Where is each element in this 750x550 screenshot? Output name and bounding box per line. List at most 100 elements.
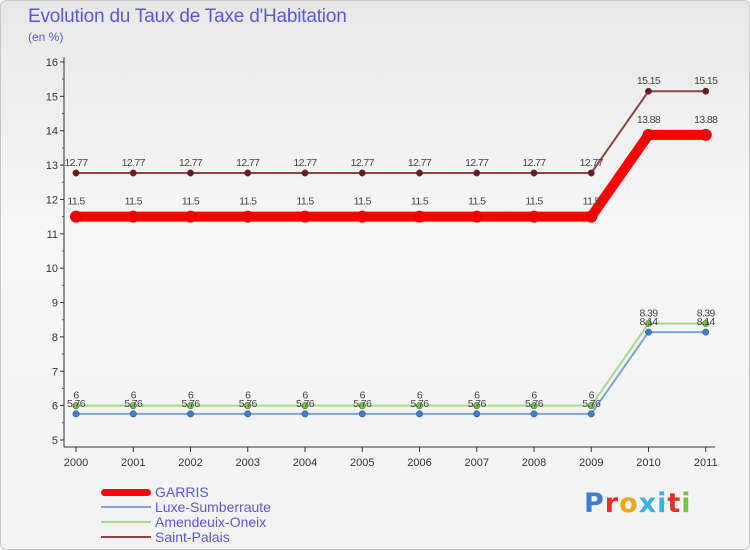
data-point-garris	[241, 210, 254, 223]
data-label-garris: 11.5	[468, 196, 486, 208]
data-point-amendeuix-oneix	[587, 402, 595, 410]
data-label-saint-palais: 15.15	[637, 75, 661, 87]
y-axis-ticks: 5 6 7 8 9 10 11 12 13 14 15 16	[46, 57, 64, 447]
data-point-saint-palais	[587, 169, 595, 177]
data-point-luxe-sumberraute	[72, 410, 80, 418]
y-tick-label: 5	[52, 435, 58, 447]
logo-letter: x	[638, 488, 658, 519]
data-point-garris	[528, 210, 540, 223]
data-label-luxe-sumberraute: 5.76	[296, 398, 315, 410]
data-label-amendeuix-oneix: 6	[531, 390, 537, 402]
data-point-garris	[299, 210, 311, 223]
unit-label: (en %)	[28, 30, 64, 44]
data-point-amendeuix-oneix	[645, 320, 652, 327]
data-label-luxe-sumberraute: 5.76	[124, 398, 143, 410]
data-label-luxe-sumberraute: 5.76	[67, 398, 86, 410]
data-point-luxe-sumberraute	[244, 410, 252, 418]
x-tick-label: 2007	[465, 457, 489, 469]
series-line-amendeuix-oneix	[75, 322, 707, 407]
x-tick-label: 2008	[522, 457, 546, 469]
data-label-saint-palais: 12.77	[64, 157, 88, 169]
y-tick-label: 12	[46, 194, 58, 206]
data-label-luxe-sumberraute: 5.76	[410, 398, 429, 410]
data-point-luxe-sumberraute	[129, 410, 137, 418]
axes	[63, 57, 715, 448]
data-point-saint-palais	[244, 169, 252, 177]
data-label-luxe-sumberraute: 5.76	[525, 398, 544, 410]
x-tick-label: 2005	[350, 457, 374, 469]
data-label-garris: 11.5	[182, 196, 200, 208]
logo-letter: o	[619, 488, 639, 519]
y-tick-label: 14	[46, 126, 58, 138]
data-label-amendeuix-oneix: 8.39	[639, 308, 658, 320]
y-tick-label: 15	[46, 91, 58, 103]
data-point-saint-palais	[129, 169, 137, 177]
data-label-amendeuix-oneix: 6	[245, 390, 251, 402]
data-label-saint-palais: 12.77	[408, 157, 432, 169]
data-labels: 12.77 12.77 12.77 12.77 12.77 12.77 12.77 12.77…	[64, 75, 718, 410]
data-label-saint-palais: 12.77	[122, 157, 146, 169]
data-point-amendeuix-oneix	[416, 402, 423, 410]
x-tick-label: 2009	[579, 457, 603, 469]
data-label-amendeuix-oneix: 6	[188, 390, 194, 402]
x-tick-label: 2010	[636, 457, 660, 469]
data-point-garris	[585, 210, 598, 223]
data-label-amendeuix-oneix: 6	[360, 390, 366, 402]
data-label-luxe-sumberraute: 5.76	[582, 398, 601, 410]
legend-label-saint-palais: Saint-Palais	[155, 529, 230, 545]
data-point-saint-palais	[645, 87, 652, 95]
data-label-luxe-sumberraute: 5.76	[353, 398, 372, 410]
x-tick-label: 2000	[64, 457, 88, 469]
legend-swatch-saint-palais	[101, 536, 151, 538]
data-label-luxe-sumberraute: 8.14	[639, 316, 658, 328]
data-point-luxe-sumberraute	[416, 410, 423, 418]
data-point-luxe-sumberraute	[358, 410, 366, 418]
data-point-saint-palais	[416, 169, 423, 177]
series-line-luxe-sumberraute	[75, 331, 707, 415]
data-label-luxe-sumberraute: 5.76	[468, 398, 487, 410]
legend-swatch-luxe-sumberraute	[101, 506, 151, 508]
data-label-garris: 11.5	[411, 196, 429, 208]
data-point-garris	[642, 128, 655, 141]
data-label-saint-palais: 12.77	[236, 157, 260, 169]
data-point-amendeuix-oneix	[72, 402, 80, 410]
data-label-saint-palais: 12.77	[465, 157, 489, 169]
x-axis-ticks: 2000 2001 2002 2003 2004 2005 2006 2007 2008 2009…	[64, 447, 718, 469]
x-tick-label: 2002	[178, 457, 202, 469]
data-label-garris: 13.88	[694, 114, 718, 126]
data-label-amendeuix-oneix: 8.39	[697, 308, 716, 320]
data-label-saint-palais: 12.77	[293, 157, 317, 169]
data-label-garris: 11.5	[354, 196, 372, 208]
data-label-garris: 11.5	[239, 196, 257, 208]
data-point-amendeuix-oneix	[187, 402, 194, 410]
data-label-amendeuix-oneix: 6	[131, 390, 137, 402]
y-tick-label: 8	[52, 332, 58, 344]
data-point-amendeuix-oneix	[473, 402, 481, 410]
data-point-garris	[356, 210, 369, 223]
y-tick-label: 16	[46, 57, 58, 69]
data-label-saint-palais: 12.77	[179, 157, 203, 169]
data-label-luxe-sumberraute: 5.76	[181, 398, 200, 410]
x-tick-label: 2003	[236, 457, 260, 469]
data-label-saint-palais: 12.77	[580, 157, 604, 169]
data-label-amendeuix-oneix: 6	[474, 390, 480, 402]
data-label-garris: 11.5	[525, 196, 543, 208]
data-point-luxe-sumberraute	[187, 410, 194, 418]
legend-label-luxe-sumberraute: Luxe-Sumberraute	[155, 499, 271, 515]
logo-letter: i	[657, 488, 668, 519]
data-point-luxe-sumberraute	[587, 410, 595, 418]
data-label-garris: 11.5	[583, 196, 601, 208]
data-label-saint-palais: 15.15	[694, 75, 718, 87]
data-label-amendeuix-oneix: 6	[302, 390, 308, 402]
chart-title: Evolution du Taux de Taxe d'Habitation	[28, 6, 347, 27]
legend-swatch-garris	[101, 489, 151, 496]
data-point-amendeuix-oneix	[244, 402, 252, 410]
data-label-saint-palais: 12.77	[351, 157, 375, 169]
series-layer	[70, 87, 712, 418]
data-point-garris	[470, 210, 483, 223]
proxiti-logo: Proxiti	[584, 488, 692, 519]
data-point-amendeuix-oneix	[530, 402, 538, 410]
data-point-amendeuix-oneix	[301, 402, 309, 410]
y-tick-label: 6	[52, 401, 58, 413]
